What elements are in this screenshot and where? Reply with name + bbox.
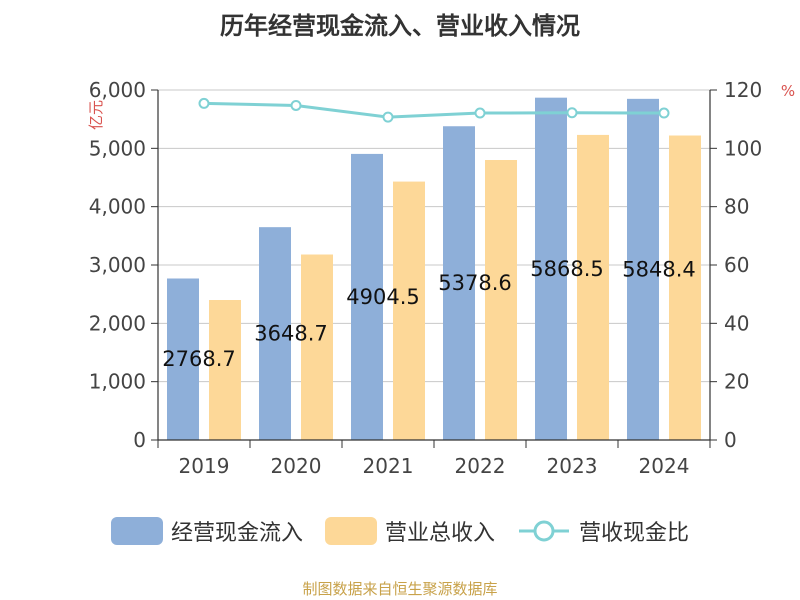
y-left-tick-label: 2,000 <box>89 311 146 335</box>
ratio-point <box>382 111 394 123</box>
bars <box>167 97 701 441</box>
x-tick-label: 2019 <box>179 454 230 478</box>
y-right-tick-label: 20 <box>724 370 749 394</box>
x-tick-label: 2020 <box>271 454 322 478</box>
data-source-note: 制图数据来自恒生聚源数据库 <box>302 580 498 598</box>
y-left-tick-label: 5,000 <box>89 136 146 160</box>
ratio-line-series <box>198 97 670 123</box>
legend-label-cash-inflow: 经营现金流入 <box>170 521 303 546</box>
grid-lines <box>158 89 710 383</box>
ratio-point <box>474 107 486 119</box>
left-axis-unit: 亿元 <box>87 100 105 130</box>
x-tick-label: 2024 <box>639 454 690 478</box>
bar-cash-inflow <box>351 153 383 440</box>
data-label-cash-inflow: 5378.6 <box>438 271 511 295</box>
axes: 0 0 1,000 20 2,000 40 3,000 60 4,000 80 5,000 100 6,… <box>89 78 762 478</box>
legend: 经营现金流入 营业总收入 营收现金比 <box>0 515 800 547</box>
y-right-tick-label: 80 <box>724 195 749 219</box>
bar-revenue <box>485 160 517 440</box>
ratio-point <box>658 107 670 119</box>
x-tick-label: 2022 <box>455 454 506 478</box>
legend-label-revenue: 营业总收入 <box>384 521 495 546</box>
legend-item-cash-inflow[interactable]: 经营现金流入 <box>110 515 303 547</box>
y-right-tick-label: 0 <box>724 428 737 452</box>
data-label-cash-inflow: 5868.5 <box>530 257 603 281</box>
bar-cash-inflow <box>167 278 199 440</box>
legend-item-revenue[interactable]: 营业总收入 <box>324 515 495 547</box>
bar-revenue <box>577 134 609 440</box>
y-right-tick-label: 100 <box>724 136 762 160</box>
ratio-point <box>290 99 302 111</box>
ratio-point <box>566 107 578 119</box>
bar-cash-inflow <box>535 97 567 440</box>
legend-swatch-cash-inflow <box>110 517 163 545</box>
data-label-cash-inflow: 4904.5 <box>346 285 419 309</box>
legend-item-ratio[interactable]: 营收现金比 <box>517 515 689 547</box>
y-right-tick-label: 60 <box>724 253 749 277</box>
chart-title: 历年经营现金流入、营业收入情况 <box>220 12 580 40</box>
y-left-tick-label: 3,000 <box>89 253 146 277</box>
data-label-cash-inflow: 5848.4 <box>622 257 695 281</box>
y-right-tick-label: 120 <box>724 78 762 102</box>
bar-revenue <box>393 181 425 441</box>
legend-label-ratio: 营收现金比 <box>579 521 690 546</box>
bar-cash-inflow <box>259 227 291 440</box>
y-left-tick-label: 1,000 <box>89 370 146 394</box>
data-labels: 2768.7 3648.7 4904.5 5378.6 5868.5 5848.4 <box>162 257 695 371</box>
legend-line-marker-icon <box>519 520 569 542</box>
bar-revenue <box>209 300 241 440</box>
data-label-cash-inflow: 3648.7 <box>254 322 327 346</box>
x-tick-label: 2021 <box>363 454 414 478</box>
bar-cash-inflow <box>627 98 659 441</box>
right-axis-unit: % <box>781 82 795 100</box>
y-left-tick-label: 4,000 <box>89 195 146 219</box>
legend-swatch-revenue <box>324 517 377 545</box>
bar-revenue <box>301 254 333 440</box>
y-left-tick-label: 6,000 <box>89 78 146 102</box>
ratio-point <box>198 97 210 109</box>
ratio-line <box>203 101 665 119</box>
bar-cash-inflow <box>443 126 475 440</box>
data-label-cash-inflow: 2768.7 <box>162 347 235 371</box>
y-left-tick-label: 0 <box>133 428 146 452</box>
x-tick-label: 2023 <box>547 454 598 478</box>
y-right-tick-label: 40 <box>724 311 749 335</box>
bar-revenue <box>669 135 701 440</box>
